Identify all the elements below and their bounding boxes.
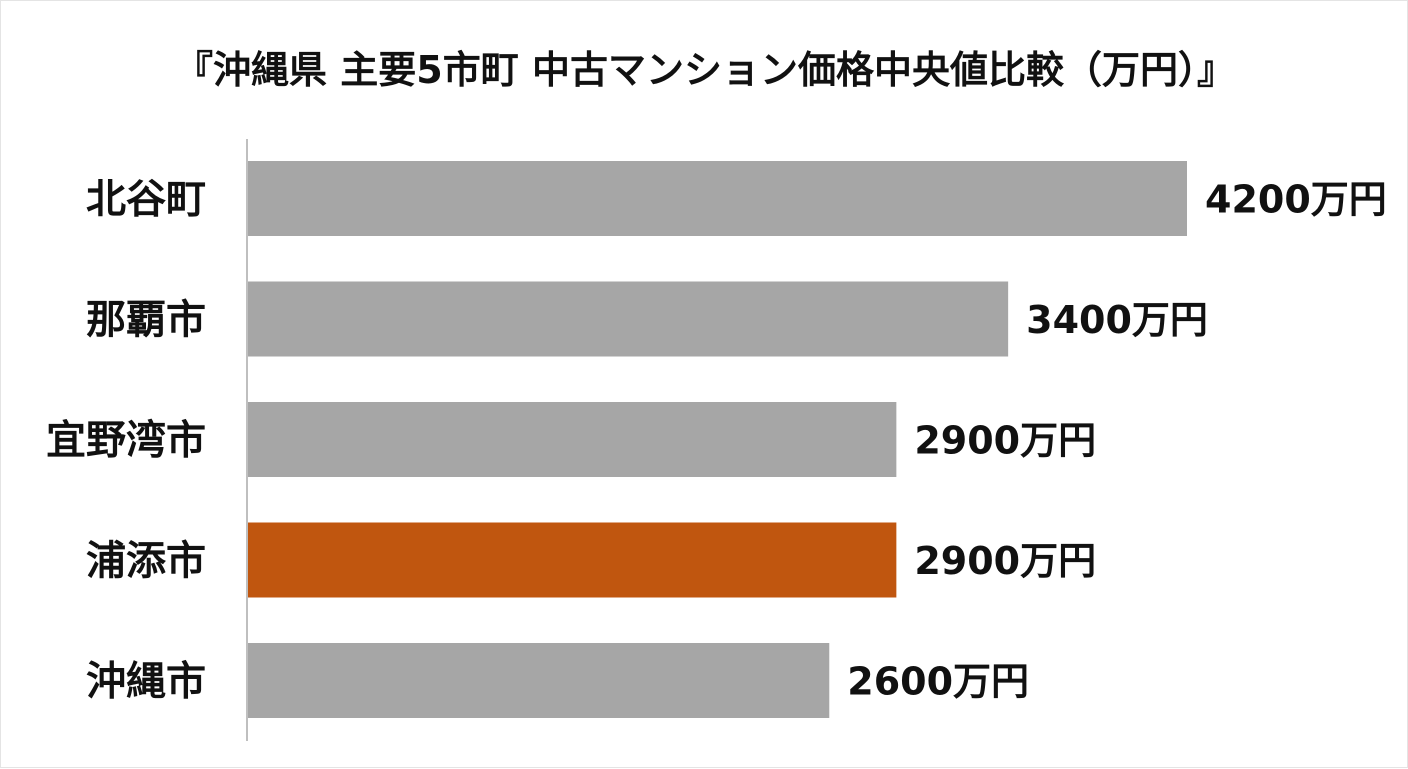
bars-group: [248, 161, 1187, 718]
bar-2: [248, 281, 1009, 357]
bar-3: [248, 402, 897, 477]
category-label-3: 宜野湾市: [46, 418, 206, 464]
chart-title: 『沖縄県 主要5市町 中古マンション価格中央値比較（万円）』: [175, 48, 1235, 92]
value-label-4: 2900万円: [914, 539, 1096, 583]
bar-1: [248, 161, 1187, 236]
value-labels: 4200万円 3400万円 2900万円 2900万円 2600万円: [847, 178, 1386, 704]
category-label-2: 那覇市: [86, 297, 206, 343]
bar-5: [248, 643, 830, 718]
category-label-5: 沖縄市: [86, 659, 206, 705]
value-label-5: 2600万円: [847, 660, 1029, 704]
category-label-4: 浦添市: [86, 538, 206, 584]
value-label-3: 2900万円: [914, 419, 1096, 463]
value-label-1: 4200万円: [1205, 178, 1387, 222]
bar-4: [248, 522, 897, 598]
value-label-2: 3400万円: [1026, 298, 1208, 342]
category-label-1: 北谷町: [86, 177, 206, 223]
